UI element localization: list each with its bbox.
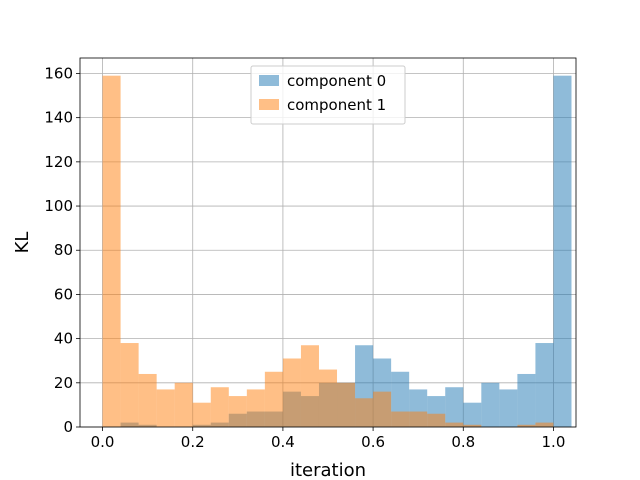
- bar-series-1: [210, 387, 229, 427]
- x-axis-ticks: 0.0 0.2 0.4 0.6 0.8 1.0: [91, 427, 566, 451]
- bar-series-1: [463, 424, 482, 427]
- bar-series-0: [463, 402, 482, 427]
- bar-series-1: [246, 389, 265, 427]
- bar-series-1: [445, 422, 464, 427]
- bar-series-1: [427, 413, 446, 427]
- x-tick-label: 0.2: [181, 433, 205, 451]
- bar-series-1: [192, 402, 211, 427]
- bar-series-1: [318, 369, 338, 427]
- legend-swatch: [259, 99, 279, 110]
- bar-series-1: [300, 345, 319, 427]
- legend-swatch: [259, 75, 279, 86]
- y-tick-label: 40: [54, 330, 73, 348]
- x-tick-label: 0.6: [361, 433, 385, 451]
- bar-series-1: [282, 358, 301, 427]
- bar-series-1: [138, 373, 157, 427]
- y-tick-label: 100: [44, 197, 73, 215]
- bar-series-1: [264, 371, 283, 427]
- legend: component 0 component 1: [250, 65, 406, 125]
- y-tick-label: 140: [44, 109, 73, 127]
- bar-series-1: [517, 424, 536, 427]
- y-tick-label: 60: [54, 285, 73, 303]
- histogram-bars: [102, 75, 572, 428]
- bar-series-1: [120, 343, 139, 427]
- y-tick-label: 20: [54, 374, 73, 392]
- bar-series-0: [481, 382, 500, 427]
- x-tick-label: 1.0: [542, 433, 566, 451]
- legend-label: component 0: [287, 72, 386, 90]
- y-tick-label: 0: [63, 418, 73, 436]
- bar-series-1: [355, 398, 374, 427]
- bar-series-0: [445, 387, 464, 427]
- x-tick-label: 0.0: [91, 433, 115, 451]
- bar-series-1: [174, 382, 193, 427]
- x-tick-label: 0.8: [451, 433, 475, 451]
- bar-series-0: [499, 389, 518, 427]
- bar-series-1: [535, 422, 554, 427]
- y-tick-label: 160: [44, 64, 73, 82]
- bar-series-1: [337, 382, 356, 427]
- bar-series-1: [156, 389, 175, 427]
- bar-series-1: [391, 411, 410, 427]
- y-tick-label: 120: [44, 153, 73, 171]
- bar-series-0: [553, 75, 572, 428]
- plot-frame: [79, 57, 577, 428]
- bar-series-1: [373, 391, 392, 427]
- bar-series-1: [228, 396, 247, 427]
- bar-series-1: [102, 75, 121, 428]
- legend-box: [250, 65, 406, 125]
- y-axis-ticks: 0 20 40 60 80 100 120 140 160: [44, 64, 80, 436]
- x-axis-label: iteration: [290, 460, 366, 480]
- legend-label: component 1: [287, 96, 386, 114]
- bar-series-0: [517, 373, 536, 427]
- y-tick-label: 80: [54, 241, 73, 259]
- bar-series-0: [535, 343, 554, 427]
- bar-series-1: [409, 411, 428, 427]
- x-tick-label: 0.4: [271, 433, 295, 451]
- y-axis-label: KL: [12, 232, 33, 254]
